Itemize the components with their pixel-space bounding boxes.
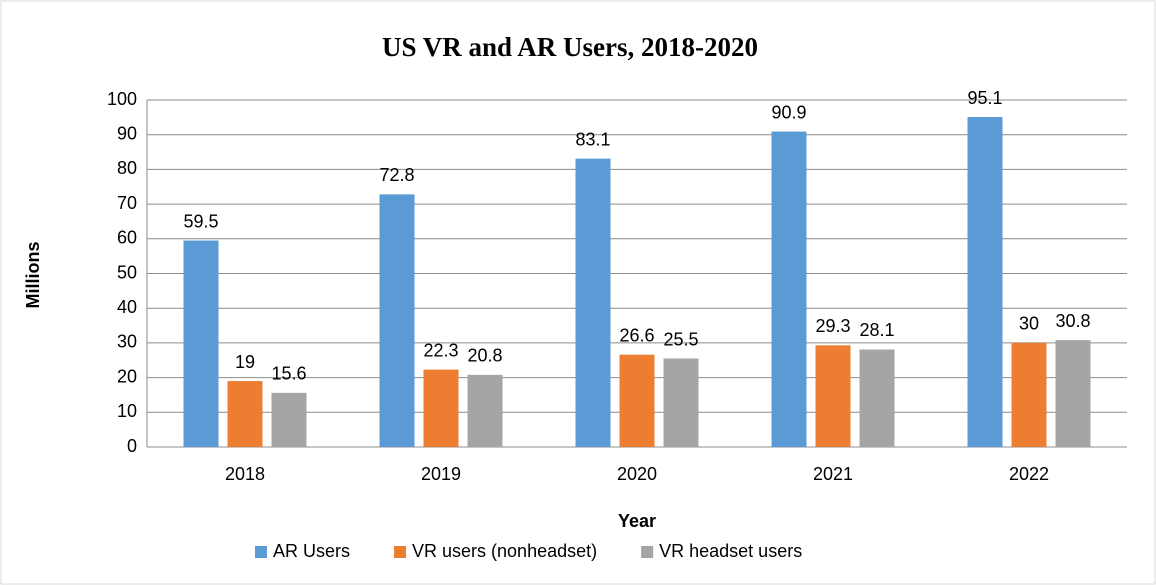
legend-swatch [255,546,267,558]
data-label: 22.3 [423,340,458,360]
bar [967,117,1003,448]
bar [815,345,851,447]
bar [619,354,655,447]
bar [379,194,415,447]
data-label: 28.1 [859,320,894,340]
y-tick-label: 30 [117,332,137,352]
data-label: 90.9 [771,102,806,122]
y-tick-label: 60 [117,228,137,248]
data-label: 26.6 [619,325,654,345]
data-label: 72.8 [379,165,414,185]
chart-title: US VR and AR Users, 2018-2020 [382,32,758,62]
data-label: 15.6 [271,364,306,384]
bar [271,392,307,447]
bar [1011,342,1047,447]
data-label: 20.8 [467,346,502,366]
legend-label: AR Users [273,541,350,561]
legend-label: VR headset users [659,541,802,561]
legend-swatch [394,546,407,558]
bar [663,358,699,447]
bar [227,381,263,447]
data-label: 95.1 [967,88,1002,108]
x-tick-label: 2020 [617,464,657,484]
bar [1055,340,1091,447]
y-tick-label: 40 [117,297,137,317]
y-axis-title: Millions [23,242,43,309]
y-tick-label: 70 [117,193,137,213]
bar [771,131,807,447]
y-tick-label: 10 [117,401,137,421]
x-tick-label: 2021 [813,464,853,484]
x-tick-label: 2018 [225,464,265,484]
data-label: 25.5 [663,329,698,349]
bar [183,240,219,447]
bar [423,369,459,447]
data-label: 59.5 [183,211,218,231]
y-tick-label: 100 [107,89,137,109]
data-label: 29.3 [815,316,850,336]
data-label: 30.8 [1055,311,1090,331]
data-label: 83.1 [575,129,610,149]
bar [575,158,611,447]
y-tick-label: 90 [117,123,137,143]
y-tick-label: 50 [117,262,137,282]
legend-swatch [641,546,654,558]
x-tick-label: 2022 [1009,464,1049,484]
y-tick-label: 0 [127,436,137,456]
x-tick-label: 2019 [421,464,461,484]
y-tick-label: 20 [117,366,137,386]
bar [467,374,503,447]
y-tick-label: 80 [117,158,137,178]
bar [859,349,895,447]
data-label: 19 [235,352,255,372]
x-axis-title: Year [618,511,656,531]
legend-label: VR users (nonheadset) [412,541,597,561]
data-label: 30 [1019,314,1039,334]
